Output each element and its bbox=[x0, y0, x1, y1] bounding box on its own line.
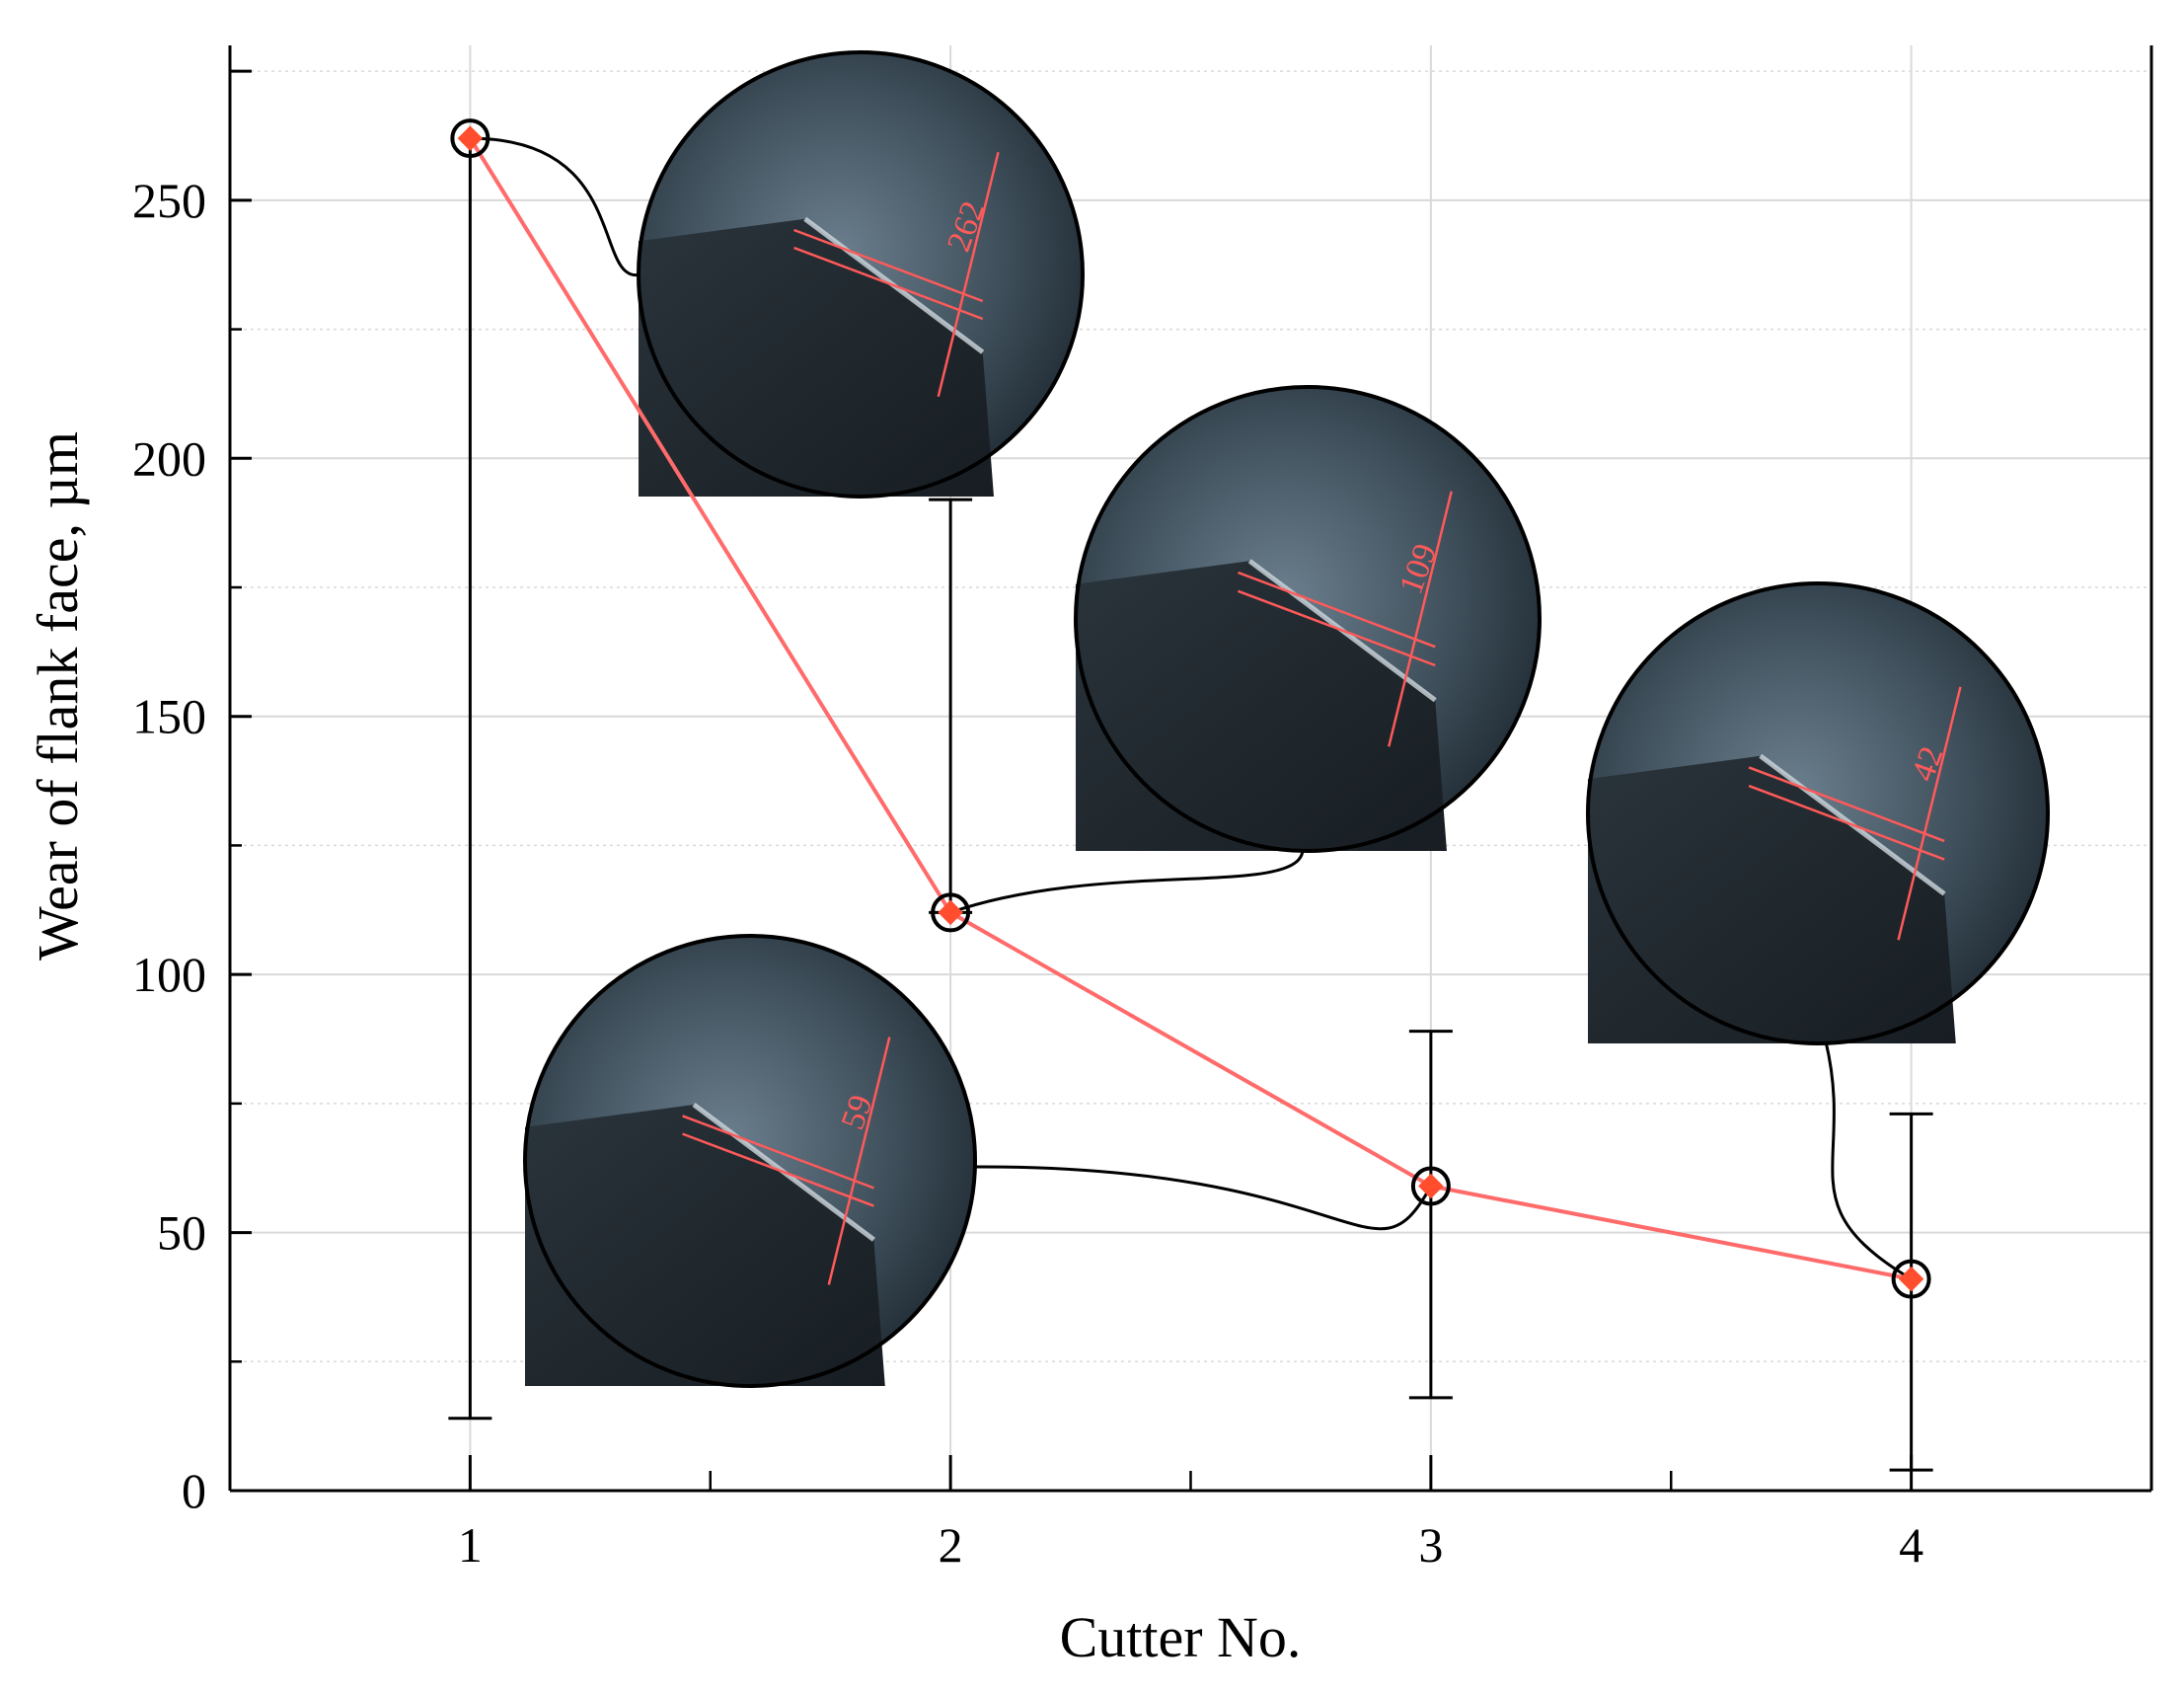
inset-tool-edge bbox=[1076, 561, 1447, 851]
y-tick-label-250: 250 bbox=[132, 173, 206, 228]
leader-line-3 bbox=[971, 1165, 1433, 1231]
inset-measure-line bbox=[1748, 766, 1945, 843]
marker-ring-1 bbox=[450, 118, 490, 159]
marker-point-4 bbox=[1898, 1266, 1924, 1292]
inset-1: 262 bbox=[637, 50, 1085, 499]
y-tick-label-200: 200 bbox=[132, 430, 206, 486]
inset-measure-line bbox=[682, 1115, 874, 1190]
inset-border bbox=[637, 50, 1085, 499]
marker-point-2 bbox=[938, 899, 963, 926]
inset-dimension-arrow bbox=[1897, 686, 1962, 941]
series-line bbox=[468, 137, 1913, 1281]
marker-ring-4 bbox=[1891, 1259, 1931, 1299]
inset-dimension-arrow bbox=[827, 1037, 891, 1285]
leader-line-4 bbox=[1824, 1040, 1913, 1280]
inset-dimension-arrow bbox=[1388, 491, 1453, 747]
inset-measure-line bbox=[793, 228, 984, 303]
x-tick-label-3: 3 bbox=[1418, 1517, 1443, 1573]
inset-3: 59 bbox=[523, 934, 977, 1388]
inset-tool-edge bbox=[1588, 755, 1956, 1043]
inset-border bbox=[1586, 581, 2050, 1045]
x-tick-label-4: 4 bbox=[1899, 1517, 1923, 1573]
leader-line-2 bbox=[949, 848, 1305, 914]
y-tick-label-50: 50 bbox=[157, 1205, 206, 1261]
axes: 0 50 100 150 200 250 1 2 3 4 bbox=[132, 45, 2153, 1573]
series-line bbox=[468, 137, 1913, 1281]
error-bars bbox=[448, 138, 1933, 1472]
inset-measure-line bbox=[682, 1132, 874, 1207]
inset-tool-edge bbox=[639, 218, 994, 497]
inset-2: 109 bbox=[1074, 385, 1542, 853]
marker-ring-3 bbox=[1410, 1166, 1451, 1206]
inset-measure-line bbox=[1238, 589, 1436, 667]
y-axis-title: Wear of flank face, µm bbox=[26, 431, 90, 961]
leader-line-1 bbox=[470, 136, 642, 277]
minor-ticks bbox=[230, 69, 1673, 1491]
y-tick-label-100: 100 bbox=[132, 947, 206, 1002]
inset-measure-line bbox=[1238, 571, 1436, 649]
inset-measure-line bbox=[1748, 784, 1945, 861]
y-tick-label-0: 0 bbox=[182, 1463, 206, 1518]
marker-point-1 bbox=[457, 125, 484, 151]
inset-4: 42 bbox=[1586, 581, 2050, 1045]
x-tick-label-2: 2 bbox=[939, 1517, 963, 1573]
x-tick-label-1: 1 bbox=[458, 1517, 483, 1573]
inset-border bbox=[1074, 385, 1542, 853]
inset-leader-lines bbox=[470, 136, 1913, 1280]
x-axis-title: Cutter No. bbox=[1060, 1605, 1302, 1669]
marker-point-3 bbox=[1418, 1173, 1444, 1199]
inset-measure-line bbox=[793, 246, 984, 321]
marker-ring-2 bbox=[931, 892, 971, 933]
y-tick-label-150: 150 bbox=[132, 689, 206, 744]
inset-border bbox=[523, 934, 977, 1388]
inset-dimension-arrow bbox=[937, 151, 1000, 398]
inset-tool-edge bbox=[525, 1105, 885, 1386]
